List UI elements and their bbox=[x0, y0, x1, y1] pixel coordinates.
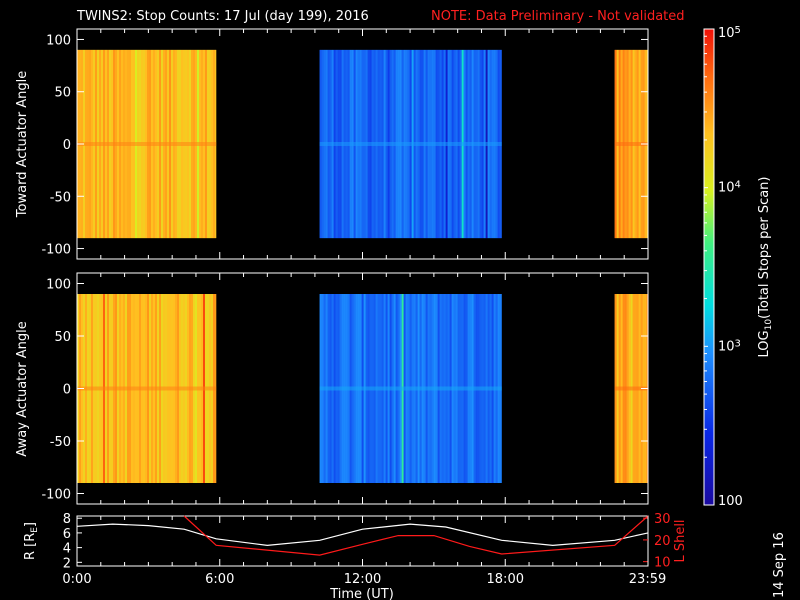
y-tick-label: 100 bbox=[46, 278, 71, 293]
colorbar-frame bbox=[703, 28, 715, 506]
lshell-tick-label: 20 bbox=[654, 534, 671, 549]
colorbar: 105 104 103 100 LOG10(Total Stops per Scan) bbox=[703, 25, 774, 509]
zero-band bbox=[614, 386, 648, 391]
zero-band bbox=[77, 142, 217, 146]
generation-date: 14 Sep 16 bbox=[772, 532, 787, 598]
zero-band bbox=[319, 386, 502, 391]
x-tick-label: 12:00 bbox=[344, 572, 381, 587]
zero-band bbox=[319, 142, 502, 146]
r-axis-label: R [RE] bbox=[23, 522, 40, 560]
zero-band bbox=[77, 386, 217, 391]
away-y-axis: -100 -50 0 50 100 bbox=[41, 273, 649, 504]
chart-title: TWINS2: Stop Counts: 17 Jul (day 199), 2… bbox=[76, 9, 369, 24]
colorbar-tick-label: 104 bbox=[718, 180, 741, 196]
y-tick-label: -50 bbox=[50, 190, 71, 205]
colorbar-title: LOG10(Total Stops per Scan) bbox=[757, 177, 774, 358]
colorbar-tick-label: 100 bbox=[718, 494, 743, 509]
away-heatmap bbox=[77, 294, 648, 483]
toward-panel: -100 -50 0 50 100 Toward Actuator Angle bbox=[15, 28, 649, 260]
x-tick-label: 18:00 bbox=[487, 572, 524, 587]
away-panel: -100 -50 0 50 100 Away Actuator Angle bbox=[15, 272, 649, 505]
y-tick-label: 0 bbox=[63, 138, 71, 153]
x-tick-label: 6:00 bbox=[205, 572, 234, 587]
colorbar-ticks: 105 104 103 100 bbox=[704, 25, 743, 509]
r-tick-label: 8 bbox=[63, 512, 71, 527]
lshell-series-line bbox=[183, 515, 649, 556]
r-series-line bbox=[76, 523, 649, 547]
away-y-label: Away Actuator Angle bbox=[15, 321, 30, 456]
orbit-lines bbox=[76, 515, 649, 556]
y-tick-label: 50 bbox=[54, 86, 71, 101]
x-tick-label: 23:59 bbox=[629, 572, 666, 587]
zero-band bbox=[614, 142, 648, 146]
r-tick-label: 6 bbox=[63, 527, 71, 542]
lshell-tick-label: 30 bbox=[654, 512, 671, 527]
y-tick-label: 0 bbox=[63, 383, 71, 398]
colorbar-tick-label: 103 bbox=[718, 338, 741, 354]
x-tick-label: 0:00 bbox=[62, 572, 91, 587]
y-tick-label: -100 bbox=[41, 243, 71, 258]
x-axis-label: Time (UT) bbox=[329, 587, 394, 600]
lshell-tick-label: 10 bbox=[654, 556, 671, 571]
toward-y-axis: -100 -50 0 50 100 bbox=[41, 29, 649, 259]
y-tick-label: -50 bbox=[50, 435, 71, 450]
orbit-panel-frame bbox=[76, 515, 649, 567]
toward-y-label: Toward Actuator Angle bbox=[15, 71, 30, 218]
preliminary-note: NOTE: Data Preliminary - Not validated bbox=[431, 9, 685, 24]
colorbar-gradient bbox=[704, 29, 714, 505]
r-tick-label: 4 bbox=[63, 542, 71, 557]
y-tick-label: 100 bbox=[46, 33, 71, 48]
lshell-axis-label: L Shell bbox=[673, 519, 688, 562]
toward-heatmap bbox=[77, 49, 648, 239]
r-tick-label: 2 bbox=[63, 556, 71, 571]
y-tick-label: -100 bbox=[41, 488, 71, 503]
colorbar-tick-label: 105 bbox=[718, 25, 741, 41]
y-tick-label: 50 bbox=[54, 330, 71, 345]
